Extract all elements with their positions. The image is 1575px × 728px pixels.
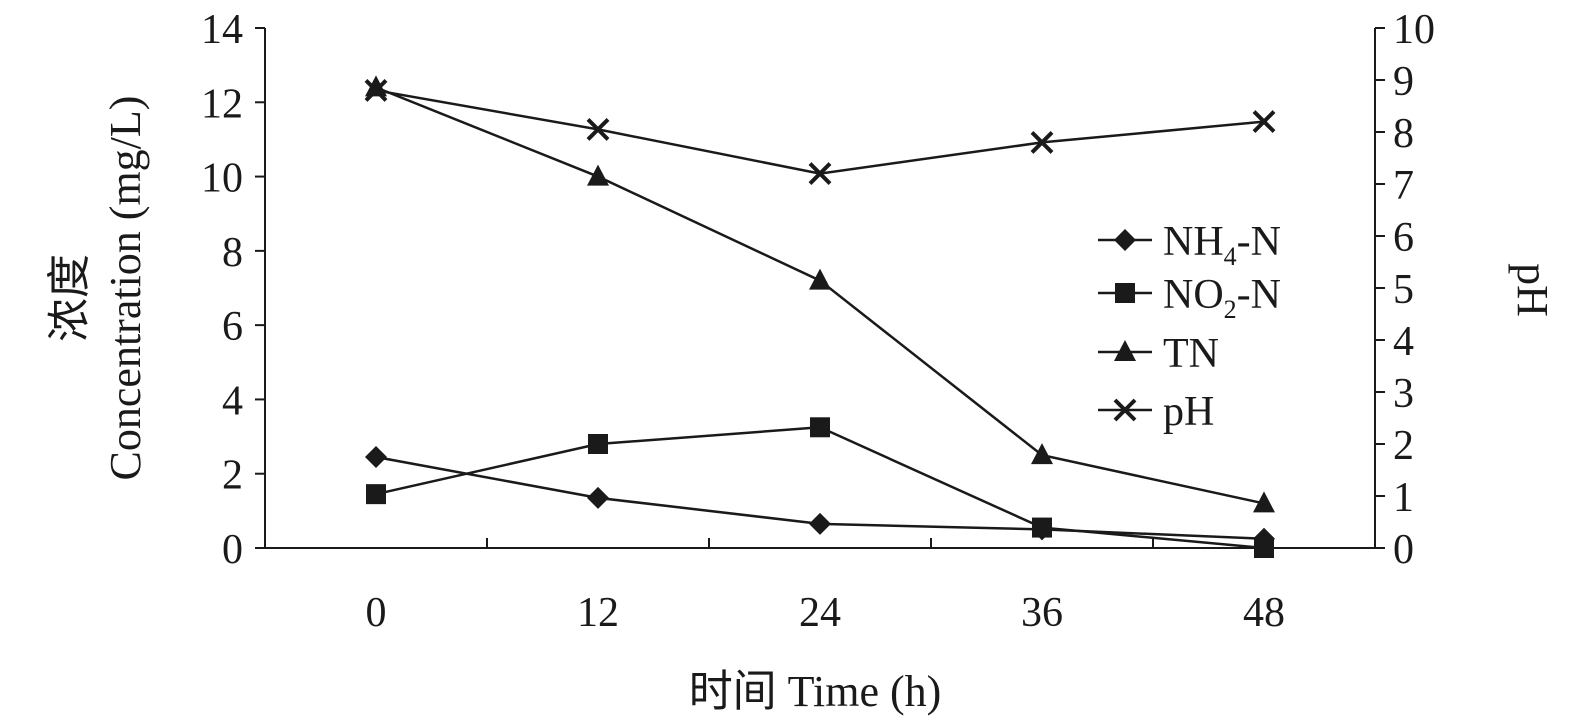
legend-marker-ph: [1113, 398, 1137, 422]
data-point-ph: [364, 78, 388, 102]
y2-tick-label: 7: [1393, 163, 1414, 209]
data-point-tn: [1031, 443, 1053, 465]
y-tick-label: 0: [222, 527, 243, 573]
y2-tick-label: 2: [1393, 423, 1414, 469]
legend-label-tn: TN: [1163, 331, 1219, 377]
x-tick-label: 24: [799, 590, 841, 636]
data-point-nh4-n: [809, 512, 831, 535]
data-point-tn: [809, 268, 831, 290]
y-tick-label: 10: [201, 156, 243, 202]
data-point-nh4-n: [365, 446, 387, 468]
y-tick-label: 6: [222, 304, 243, 350]
y-tick-label: 8: [222, 230, 243, 276]
x-marker-stroke: [1113, 398, 1137, 422]
data-point-nh4-n: [587, 486, 609, 509]
legend-marker-nh4-n: [1114, 229, 1136, 251]
x-marker-stroke: [364, 78, 388, 102]
series-line-ph: [375, 89, 1265, 175]
series-tn: [365, 75, 1275, 513]
legend-label-nh4-n: NH4-N: [1163, 219, 1281, 271]
data-point-tn: [365, 75, 387, 97]
series-no2-n: [366, 417, 1274, 558]
y-axis-title-en: Concentration (mg/L): [101, 96, 150, 481]
data-point-no2-n: [810, 417, 830, 438]
y-tick-label: 12: [201, 81, 243, 127]
y-tick-label: 14: [201, 7, 243, 53]
y2-tick-label: 1: [1393, 475, 1414, 521]
data-point-no2-n: [366, 484, 386, 505]
y-tick-label: 2: [222, 453, 243, 499]
y2-tick-label: 8: [1393, 111, 1414, 157]
y2-tick-label: 6: [1393, 215, 1414, 261]
data-point-ph: [1252, 110, 1276, 134]
legend-marker-tn: [1114, 340, 1136, 361]
legend-item-ph: pH: [1098, 389, 1214, 435]
legend-label-no2-n: NO2-N: [1163, 272, 1281, 324]
y-axis-title-cn: 浓度: [45, 254, 94, 342]
x-marker-stroke: [1030, 130, 1054, 154]
data-point-no2-n: [588, 434, 608, 454]
y2-axis-title: pH: [1508, 263, 1557, 317]
y2-tick-label: 10: [1393, 7, 1435, 53]
x-marker-stroke: [586, 117, 610, 141]
legend-item-nh4-n: NH4-N: [1098, 219, 1281, 271]
series-layer: [364, 75, 1276, 558]
series-ph: [364, 78, 1276, 186]
data-point-tn: [1253, 491, 1275, 513]
x-tick-label: 12: [577, 590, 619, 636]
y2-tick-label: 0: [1393, 527, 1414, 573]
legend-item-tn: TN: [1098, 331, 1219, 377]
x-tick-label: 48: [1243, 590, 1285, 636]
data-point-no2-n: [1254, 538, 1274, 558]
x-tick-label: 36: [1021, 590, 1063, 636]
legend-marker-no2-n: [1115, 283, 1135, 303]
data-point-tn: [587, 164, 609, 186]
data-point-ph: [586, 117, 610, 141]
y2-tick-label: 5: [1393, 267, 1414, 313]
legend-label-ph: pH: [1163, 389, 1214, 435]
legend-item-no2-n: NO2-N: [1098, 272, 1281, 324]
x-marker-stroke: [1252, 110, 1276, 134]
data-point-ph: [1030, 130, 1054, 154]
y-tick-label: 4: [222, 378, 243, 424]
y2-tick-label: 3: [1393, 371, 1414, 417]
y2-tick-label: 4: [1393, 319, 1414, 365]
data-point-no2-n: [1032, 517, 1052, 538]
data-point-ph: [808, 162, 832, 186]
series-nh4-n: [365, 446, 1275, 550]
x-tick-label: 0: [366, 590, 387, 636]
x-marker-stroke: [808, 162, 832, 186]
x-axis-title: 时间 Time (h): [689, 667, 942, 716]
y2-tick-label: 9: [1393, 59, 1414, 105]
